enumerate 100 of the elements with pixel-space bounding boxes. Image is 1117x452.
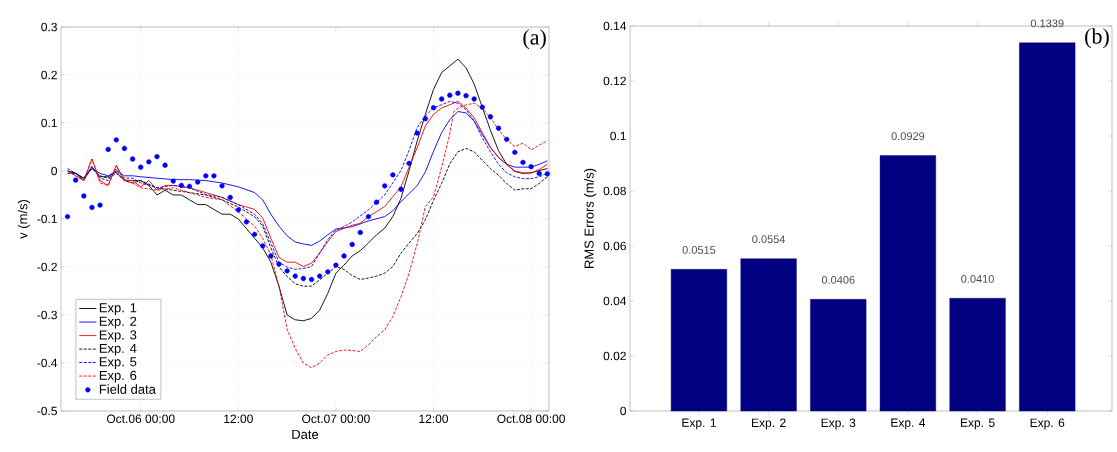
point xyxy=(89,204,95,211)
y-tick-label: 0 xyxy=(620,406,627,416)
point xyxy=(479,104,485,110)
bar xyxy=(670,269,728,412)
point xyxy=(430,105,437,111)
point xyxy=(422,116,428,122)
y-tick-label: -0.2 xyxy=(37,262,57,272)
point xyxy=(382,183,388,189)
legend-label: Exp. 2 xyxy=(99,316,137,329)
point xyxy=(219,183,225,189)
y-tick-label: 0.04 xyxy=(603,296,627,306)
point xyxy=(520,159,526,165)
x-tick-label: Exp. 2 xyxy=(752,418,786,430)
point xyxy=(170,178,176,184)
point xyxy=(268,253,274,259)
point xyxy=(154,153,160,160)
x-tick-label: Oct.06 00:00 xyxy=(106,414,175,424)
y-tick-label: 0.06 xyxy=(603,241,626,251)
point xyxy=(398,186,404,192)
data-label: 0.0406 xyxy=(821,276,855,284)
y-tick-label: -0.1 xyxy=(37,214,57,224)
point xyxy=(146,159,152,165)
point xyxy=(471,96,477,102)
point xyxy=(235,207,241,213)
legend-label: Exp. 4 xyxy=(99,343,137,356)
point xyxy=(504,136,510,142)
point xyxy=(308,276,315,283)
bar xyxy=(879,155,936,412)
annotation: (a) xyxy=(523,29,546,50)
point xyxy=(333,262,339,268)
point xyxy=(292,273,298,279)
point xyxy=(276,261,282,267)
point xyxy=(121,145,128,152)
data-label: 0.0554 xyxy=(752,235,786,244)
y-tick-label: 0.08 xyxy=(603,186,626,196)
annotation: (b) xyxy=(1085,28,1109,49)
data-label: 0.0929 xyxy=(891,132,925,140)
point xyxy=(325,269,331,275)
point xyxy=(544,171,550,177)
point xyxy=(447,92,453,98)
x-tick-label: 12:00 xyxy=(419,414,449,424)
point xyxy=(97,202,103,208)
point xyxy=(284,268,290,274)
y-tick-label: 0.02 xyxy=(603,351,626,361)
point xyxy=(317,273,323,279)
x-tick-label: Oct.08 00:00 xyxy=(497,414,565,424)
point xyxy=(300,275,306,282)
bar xyxy=(810,299,867,412)
point xyxy=(341,253,347,259)
legend-label: Field data xyxy=(99,384,156,394)
y-axis-title: RMS Errors (m/s) xyxy=(584,168,597,268)
data-label: 0.1339 xyxy=(1030,19,1064,28)
data-label: 0.0410 xyxy=(961,274,994,283)
point xyxy=(455,90,461,96)
y-tick-label: -0.4 xyxy=(37,358,58,368)
point xyxy=(81,193,87,199)
point xyxy=(73,177,79,183)
x-tick-label: Oct.07 00:00 xyxy=(302,414,370,424)
y-tick-label: -0.5 xyxy=(37,406,57,416)
point xyxy=(406,160,412,166)
y-tick-label: 0 xyxy=(51,166,58,176)
x-tick-label: Exp. 1 xyxy=(682,418,716,430)
x-tick-label: Exp. 4 xyxy=(891,418,926,430)
bar xyxy=(740,258,797,412)
y-tick-label: 0.12 xyxy=(603,76,626,86)
point xyxy=(178,182,184,188)
point xyxy=(536,170,542,176)
point xyxy=(373,199,380,205)
legend-label: Exp. 3 xyxy=(99,330,137,343)
legend-label: Exp. 5 xyxy=(99,357,137,369)
y-tick-label: 0.3 xyxy=(41,22,57,32)
point xyxy=(113,137,119,143)
point xyxy=(129,156,136,162)
data-label: 0.0515 xyxy=(682,246,716,254)
point xyxy=(195,179,201,185)
point xyxy=(439,96,445,102)
y-axis-title: v (m/s) xyxy=(17,199,30,239)
legend-label: Exp. 6 xyxy=(99,370,137,383)
point xyxy=(528,164,534,170)
bar xyxy=(1019,42,1076,412)
point xyxy=(243,219,250,225)
y-tick-label: 0.2 xyxy=(41,70,57,80)
point xyxy=(487,114,494,120)
point xyxy=(390,172,396,178)
point xyxy=(64,213,71,220)
point xyxy=(365,213,372,220)
point xyxy=(186,183,193,189)
x-tick-label: Exp. 3 xyxy=(821,418,856,430)
point xyxy=(211,173,217,179)
point xyxy=(414,130,420,136)
x-tick-label: 12:00 xyxy=(224,414,253,424)
point xyxy=(251,231,258,237)
y-tick-label: 0.1 xyxy=(610,131,626,141)
point xyxy=(138,164,144,170)
point xyxy=(260,243,266,249)
point xyxy=(349,241,355,248)
x-tick-label: Exp. 6 xyxy=(1030,418,1065,430)
y-tick-label: 0.14 xyxy=(603,21,627,31)
bar xyxy=(949,298,1006,412)
point xyxy=(227,194,233,200)
